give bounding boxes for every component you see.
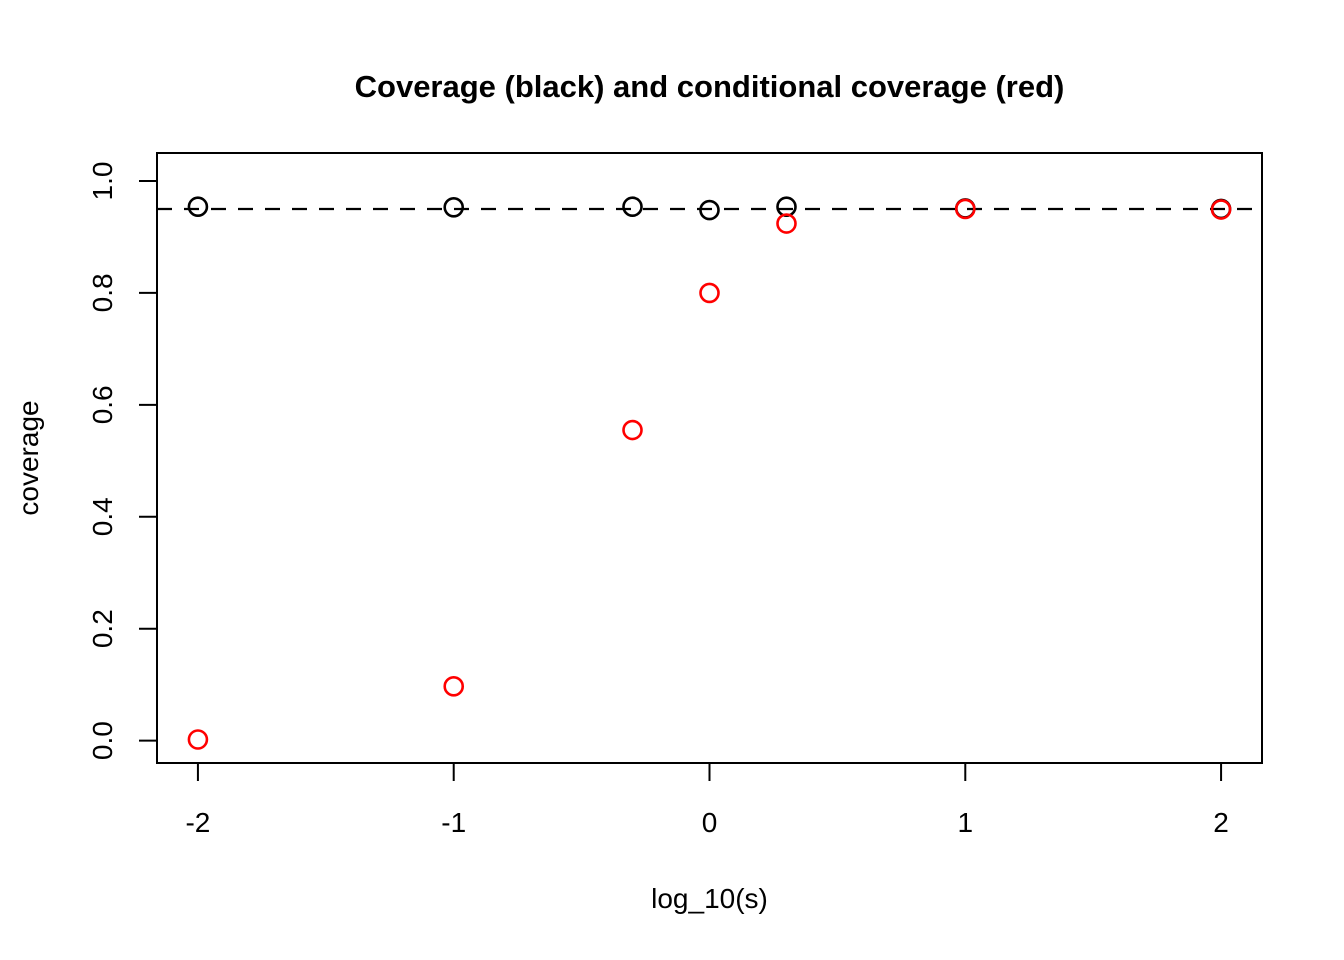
x-tick-label: 0 — [702, 807, 718, 838]
y-tick-label: 0.8 — [87, 273, 118, 312]
x-tick-label: 2 — [1213, 807, 1229, 838]
plot-box — [156, 152, 1263, 764]
data-point-red — [443, 676, 465, 697]
y-tick-label: 0.6 — [87, 385, 118, 424]
data-point-black — [776, 196, 797, 218]
data-point-red — [187, 729, 209, 750]
x-axis-title: log_10(s) — [651, 883, 768, 914]
y-tick-label: 1.0 — [87, 162, 118, 201]
y-axis-title: coverage — [13, 400, 44, 515]
data-point-red — [699, 282, 720, 304]
data-point-black — [443, 196, 465, 218]
data-point-black — [187, 196, 209, 218]
data-point-red — [622, 419, 643, 441]
data-point-black — [699, 199, 720, 221]
y-tick-label: 0.2 — [87, 609, 118, 648]
y-tick-label: 0.0 — [87, 721, 118, 760]
plot-title: Coverage (black) and conditional coverag… — [355, 69, 1065, 104]
data-point-red — [776, 213, 797, 234]
y-tick-label: 0.4 — [87, 497, 118, 536]
data-point-red — [954, 198, 976, 220]
x-tick-label: 1 — [957, 807, 973, 838]
data-point-red — [1210, 199, 1232, 220]
x-tick-label: -2 — [185, 807, 210, 838]
data-point-black — [622, 196, 643, 218]
x-tick-label: -1 — [441, 807, 466, 838]
